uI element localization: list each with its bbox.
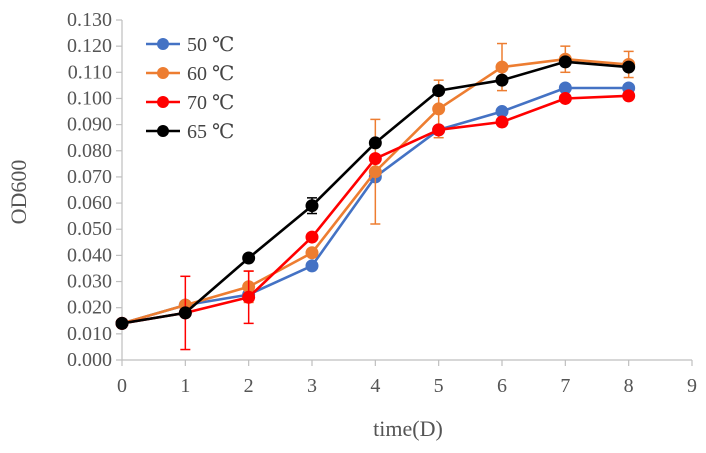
x-tick-label: 1: [180, 375, 190, 397]
y-tick-label: 0.010: [67, 323, 112, 345]
data-point: [495, 60, 509, 74]
legend-label: 70 ℃: [187, 92, 234, 114]
legend-marker: [157, 38, 169, 50]
y-tick-label: 0.020: [67, 297, 112, 319]
y-tick-label: 0.120: [67, 35, 112, 57]
y-tick-label: 0.050: [67, 218, 112, 240]
data-point: [368, 152, 382, 166]
y-tick-label: 0.110: [68, 61, 112, 83]
y-tick-label: 0.100: [67, 87, 112, 109]
x-tick-label: 5: [434, 375, 444, 397]
data-point: [495, 115, 509, 129]
x-tick-label: 8: [624, 375, 634, 397]
y-tick-label: 0.070: [67, 166, 112, 188]
y-tick-label: 0.000: [67, 349, 112, 371]
x-axis-title: time(D): [373, 416, 443, 441]
legend-label: 50 ℃: [187, 34, 234, 56]
data-point: [368, 136, 382, 150]
y-tick-label: 0.040: [67, 244, 112, 266]
data-point: [558, 55, 572, 69]
y-tick-label: 0.130: [67, 9, 112, 31]
data-point: [622, 89, 636, 103]
y-tick-label: 0.080: [67, 140, 112, 162]
data-point: [242, 290, 256, 304]
x-tick-label: 2: [244, 375, 254, 397]
y-tick-label: 0.030: [67, 271, 112, 293]
data-point: [622, 60, 636, 74]
legend-marker: [157, 125, 169, 137]
legend-marker: [157, 96, 169, 108]
data-point: [432, 102, 446, 116]
data-point: [305, 246, 319, 260]
data-point: [558, 91, 572, 105]
legend-marker: [157, 67, 169, 79]
data-point: [115, 316, 129, 330]
data-point: [305, 259, 319, 273]
data-point: [305, 199, 319, 213]
y-tick-label: 0.090: [67, 114, 112, 136]
legend-label: 65 ℃: [187, 121, 234, 143]
series-layer: [115, 42, 636, 351]
y-tick-label: 0.060: [67, 192, 112, 214]
x-tick-label: 4: [370, 375, 380, 397]
data-point: [368, 165, 382, 179]
data-point: [242, 251, 256, 265]
x-tick-label: 6: [497, 375, 507, 397]
data-point: [495, 73, 509, 87]
series-1: [115, 42, 636, 330]
data-point: [432, 123, 446, 137]
x-tick-label: 0: [117, 375, 127, 397]
axes-group: 0.000 0.010 0.020 0.030 0.040 0.050 0.060 0.070…: [67, 9, 697, 397]
legend-label: 60 ℃: [187, 63, 234, 85]
data-point: [305, 230, 319, 244]
data-point: [432, 84, 446, 98]
data-point: [178, 306, 192, 320]
y-axis-title: OD600: [6, 160, 31, 225]
x-tick-label: 3: [307, 375, 317, 397]
legend: 50 ℃ 60 ℃ 70 ℃ 65 ℃: [146, 34, 234, 143]
x-tick-label: 7: [560, 375, 570, 397]
series-3: [115, 55, 636, 330]
x-tick-label: 9: [687, 375, 697, 397]
